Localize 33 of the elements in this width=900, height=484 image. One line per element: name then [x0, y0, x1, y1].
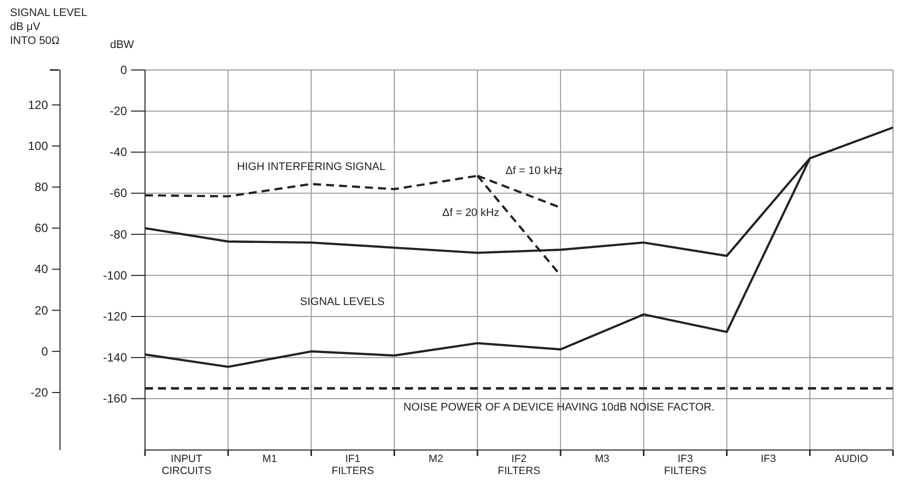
x-tick-label: IF2 FILTERS	[498, 453, 540, 477]
y2-tick-label: 60	[34, 221, 48, 236]
series-label: Δf = 20 kHz	[442, 206, 500, 219]
y-tick-label: -160	[102, 392, 128, 406]
y2-tick-label: 80	[34, 180, 48, 194]
y2-tick-label: 20	[34, 303, 48, 318]
annotation: SIGNAL LEVELS	[300, 296, 385, 308]
y-tick-label: -80	[110, 227, 128, 242]
y2-tick-label: -20	[30, 385, 48, 400]
series-label: Δf = 10 kHz	[505, 164, 563, 177]
y2-tick-label: 0	[41, 344, 48, 358]
y-tick-label: -20	[110, 104, 128, 118]
x-tick-label: M2	[428, 453, 444, 465]
x-tick-label: AUDIO	[834, 453, 868, 465]
x-tick-label: IF3 FILTERS	[664, 453, 706, 477]
x-tick-label: M3	[594, 453, 610, 465]
x-tick-label: INPUT CIRCUITS	[162, 453, 212, 477]
y2-tick-label: 100	[28, 139, 48, 153]
y2-axis-title: SIGNAL LEVEL dB μV INTO 50Ω	[10, 7, 88, 47]
x-tick-label: IF3	[760, 453, 776, 465]
series-label: HIGH INTERFERING SIGNAL	[236, 161, 386, 173]
x-tick-label: M1	[262, 453, 278, 465]
y-axis-title: dBW	[110, 39, 135, 51]
ref-line-label: NOISE POWER OF A DEVICE HAVING 10dB NOISE FACTOR.	[403, 401, 715, 414]
y2-tick-label: 120	[28, 98, 48, 112]
y-tick-label: -140	[102, 350, 128, 365]
x-tick-label: IF1 FILTERS	[332, 453, 374, 477]
y-tick-label: -120	[102, 309, 128, 324]
y-tick-label: -40	[110, 145, 128, 160]
y-tick-label: 0	[120, 63, 128, 77]
y-tick-label: -100	[102, 268, 128, 282]
y2-tick-label: 40	[34, 262, 48, 276]
y-tick-label: -60	[110, 186, 128, 200]
